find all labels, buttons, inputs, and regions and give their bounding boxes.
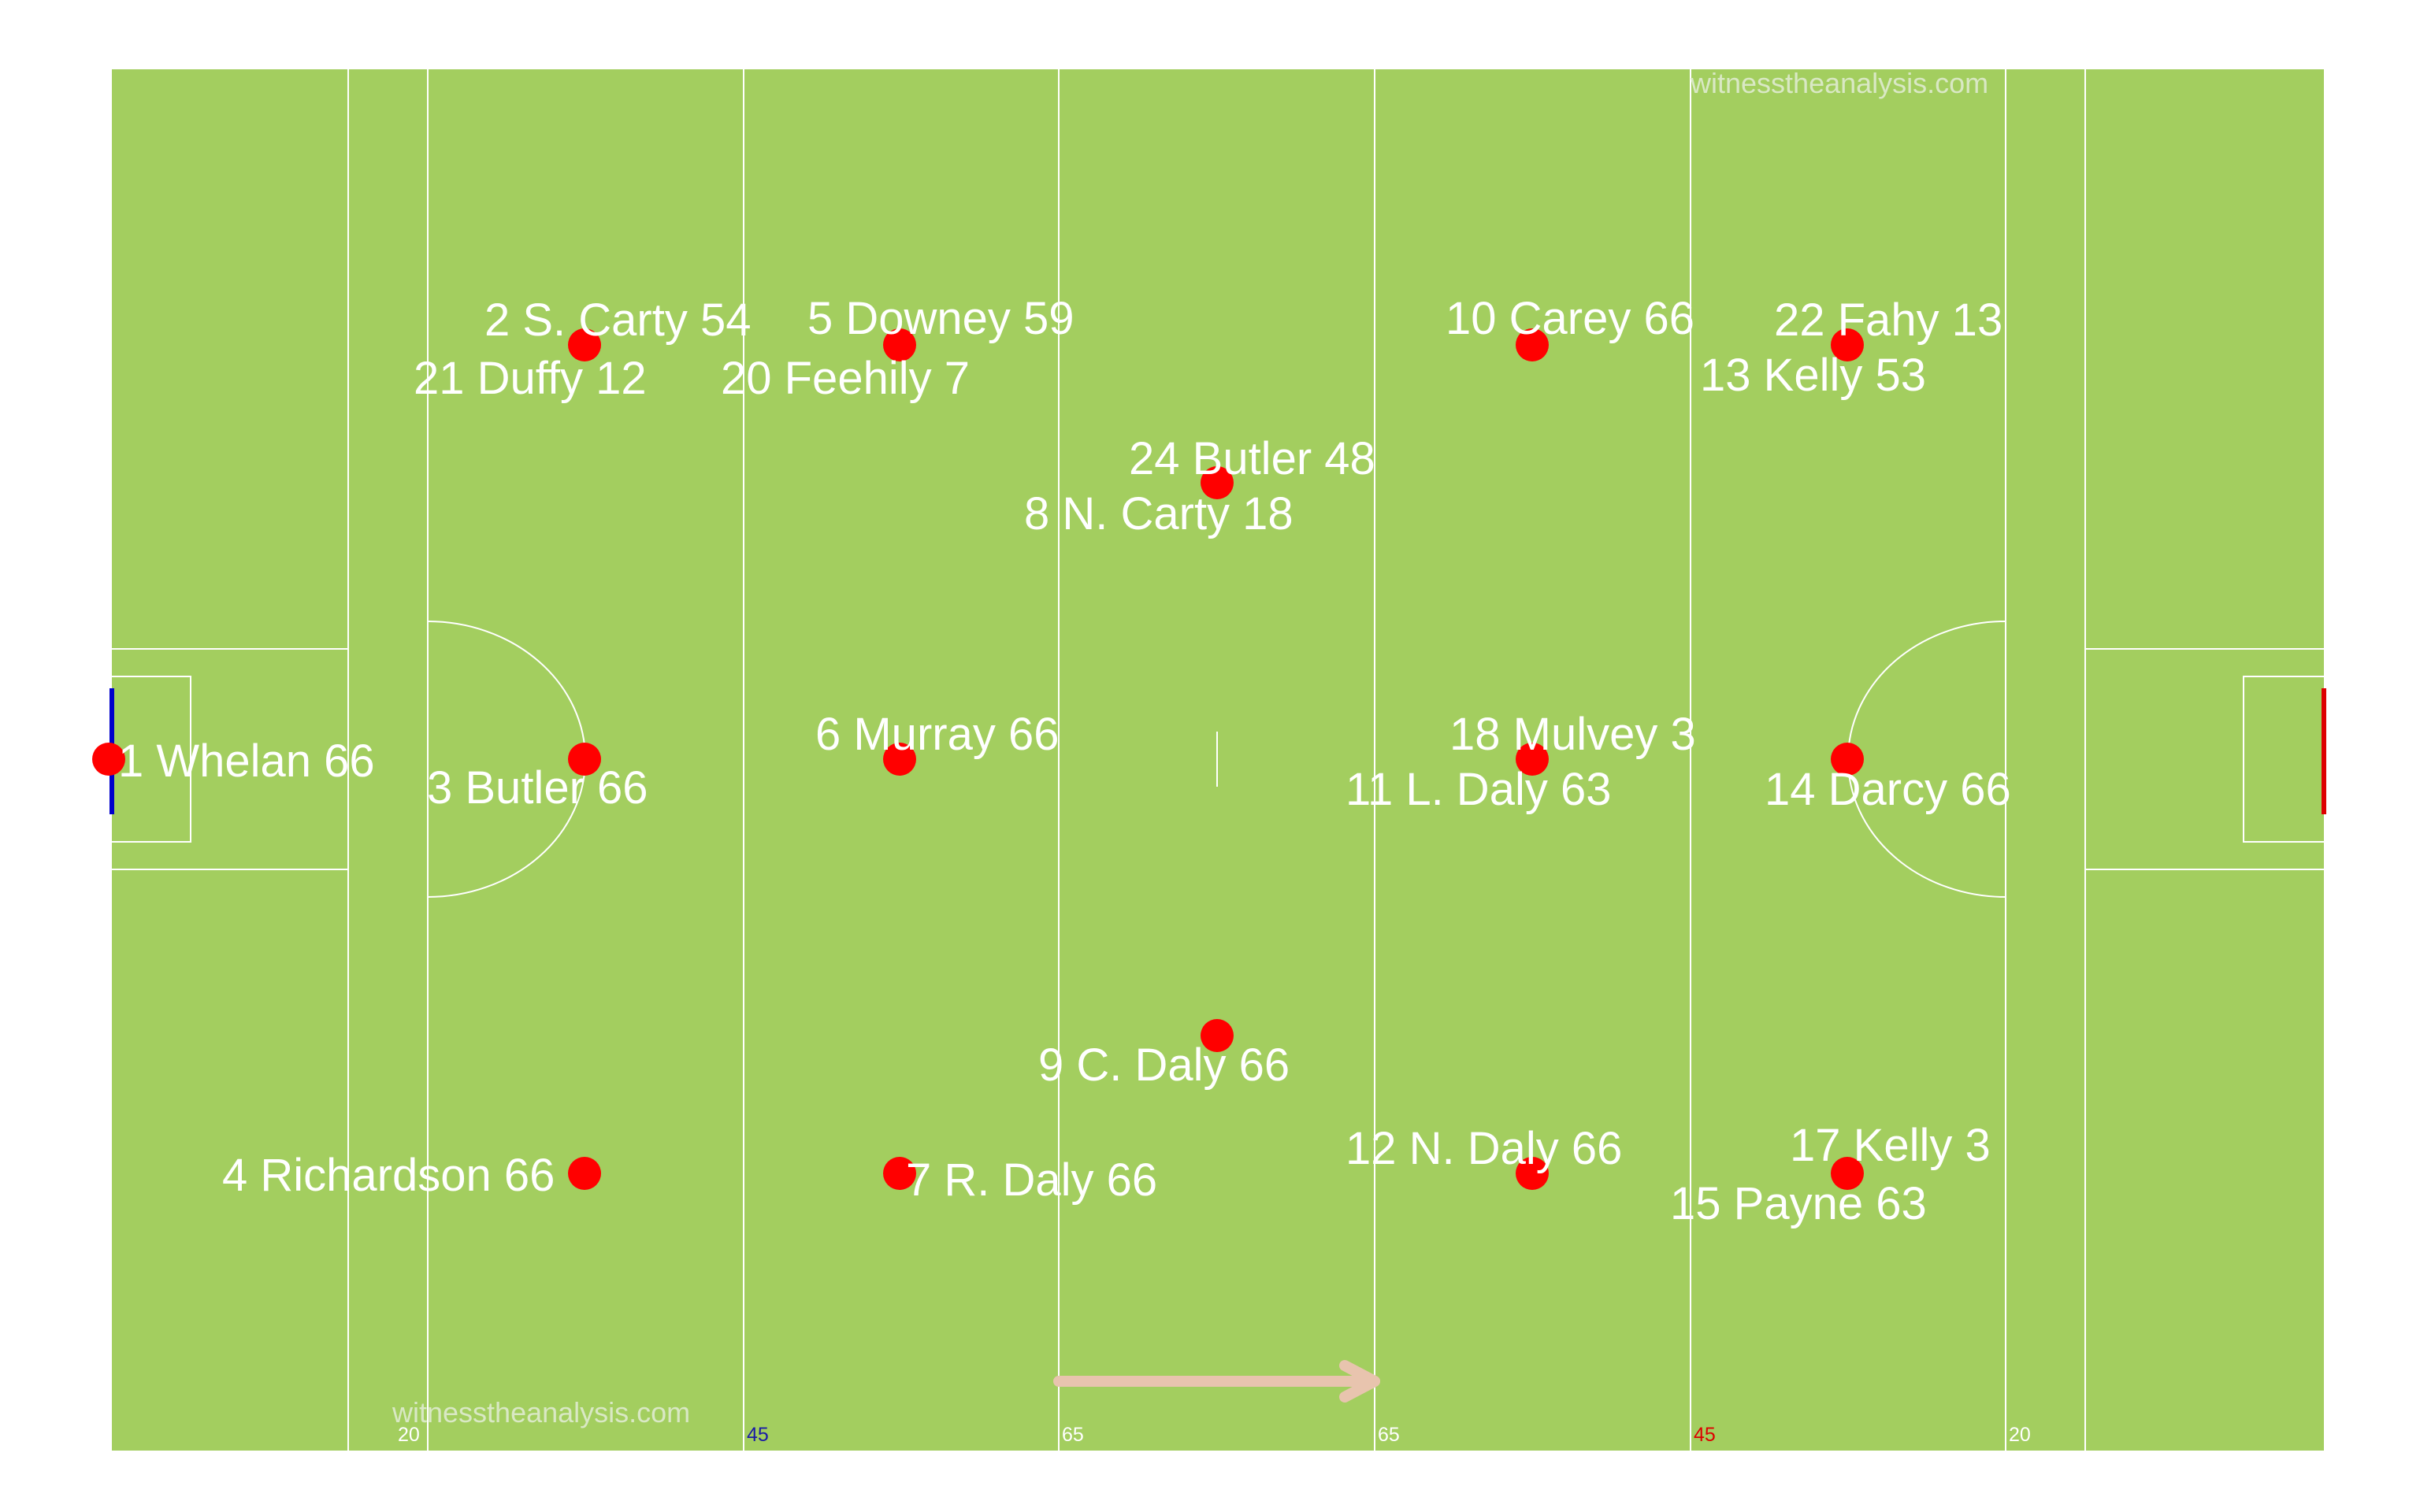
- player-label: 18 Mulvey 3: [1449, 709, 1696, 760]
- line-label-45-right: 45: [1694, 1424, 1716, 1446]
- player-marker: 22 Fahy 13 13 Kelly 53: [1700, 295, 2002, 401]
- player-dot: [1831, 328, 1864, 361]
- player-label: 8 N. Carty 18: [1024, 488, 1294, 539]
- player-label: 13 Kelly 53: [1700, 350, 1926, 401]
- small-rectangle-right: [2243, 676, 2324, 843]
- player-label: 3 Butler 66: [427, 762, 648, 813]
- player-marker: 10 Carey 66: [1446, 293, 1694, 361]
- player-marker: 3 Butler 66: [427, 743, 648, 813]
- player-label: 15 Payne 63: [1670, 1178, 1927, 1229]
- player-marker: 9 C. Daly 66: [1038, 1019, 1290, 1091]
- line-label-20-right: 20: [2009, 1424, 2031, 1446]
- player-marker: 7 R. Daly 66: [883, 1154, 1157, 1206]
- watermark-bottom: witnesstheanalysis.com: [392, 1396, 690, 1429]
- player-label: 14 Darcy 66: [1765, 764, 2011, 815]
- player-dot: [1831, 743, 1864, 776]
- player-marker: 6 Murray 66: [815, 709, 1059, 776]
- player-dot: [1516, 1157, 1549, 1190]
- player-label: 6 Murray 66: [815, 709, 1059, 760]
- player-marker: 2 S. Carty 54 21 Duffy 12: [414, 295, 751, 404]
- player-label: 17 Kelly 3: [1790, 1120, 1991, 1171]
- player-marker: 4 Richardson 66: [222, 1150, 601, 1201]
- large-rectangle-right: [2084, 648, 2324, 870]
- player-label: 22 Fahy 13: [1774, 295, 2002, 346]
- player-label: 21 Duffy 12: [414, 353, 647, 404]
- player-marker: 14 Darcy 66: [1765, 743, 2011, 815]
- line-label-45-left: 45: [747, 1424, 769, 1446]
- player-dot: [883, 743, 916, 776]
- watermark-top: witnesstheanalysis.com: [1690, 67, 1988, 99]
- line-label-20-left: 20: [398, 1424, 420, 1446]
- line-distance-labels: 20 45 65 65 45 20: [398, 1424, 2031, 1446]
- player-dot: [1516, 328, 1549, 361]
- player-dot: [1831, 1157, 1864, 1190]
- player-marker: 17 Kelly 3 15 Payne 63: [1670, 1120, 1991, 1229]
- player-dot: [1201, 466, 1234, 499]
- player-label: 4 Richardson 66: [222, 1150, 555, 1201]
- player-label: 7 R. Daly 66: [906, 1154, 1157, 1206]
- player-marker: 24 Butler 48 8 N. Carty 18: [1024, 433, 1375, 539]
- player-dot: [92, 743, 125, 776]
- player-dot: [883, 328, 916, 361]
- player-marker: 18 Mulvey 3 11 L. Daly 63: [1345, 709, 1696, 815]
- player-marker: 1 Whelan 66: [92, 736, 375, 787]
- player-label: 11 L. Daly 63: [1345, 764, 1611, 815]
- players: 1 Whelan 66 2 S. Carty 54 21 Duffy 12 3 …: [92, 293, 2011, 1229]
- player-dot: [568, 743, 601, 776]
- player-marker: 12 N. Daly 66: [1345, 1123, 1622, 1190]
- small-rectangle-left: [112, 676, 191, 843]
- player-marker: 5 Downey 59 20 Feehily 7: [721, 293, 1075, 404]
- player-label: 1 Whelan 66: [118, 736, 375, 787]
- player-label: 10 Carey 66: [1446, 293, 1694, 344]
- player-dot: [568, 328, 601, 361]
- line-label-65-right: 65: [1378, 1424, 1400, 1446]
- attack-direction-arrow: [1053, 1360, 1380, 1403]
- player-label: 12 N. Daly 66: [1345, 1123, 1622, 1174]
- player-label: 2 S. Carty 54: [484, 295, 751, 346]
- line-label-65-left: 65: [1062, 1424, 1084, 1446]
- large-rectangle-left: [112, 648, 349, 870]
- player-label: 5 Downey 59: [807, 293, 1075, 344]
- player-dot: [568, 1157, 601, 1190]
- player-label: 24 Butler 48: [1129, 433, 1375, 484]
- player-dot: [883, 1157, 916, 1190]
- player-dot: [1201, 1019, 1234, 1052]
- player-dot: [1516, 743, 1549, 776]
- player-label: 20 Feehily 7: [721, 353, 970, 404]
- player-label: 9 C. Daly 66: [1038, 1040, 1290, 1091]
